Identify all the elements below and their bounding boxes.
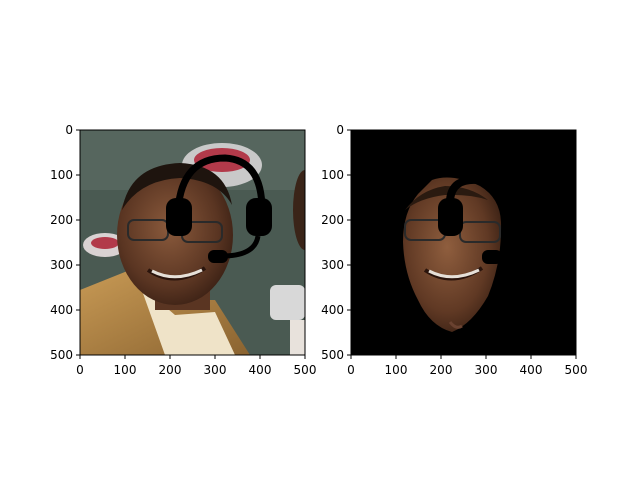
right-x-tick-label: 100: [385, 363, 408, 377]
segmented-face: [403, 177, 502, 332]
left-x-tick-label: 0: [76, 363, 84, 377]
right-axes-frame: [350, 129, 577, 356]
mask-earcup-left: [438, 198, 463, 236]
headset-band: [174, 154, 266, 211]
right-y-tick-label: 500: [321, 348, 344, 362]
left-x-tick-label: 200: [159, 363, 182, 377]
right-y-tick-label: 100: [321, 168, 344, 182]
left-photo: [80, 130, 305, 355]
right-y-tick-label: 200: [321, 213, 344, 227]
mask-band: [446, 175, 479, 201]
left-y-tick-label: 200: [50, 213, 73, 227]
left-x-tick-label: 500: [294, 363, 317, 377]
left-x-tick-label: 400: [249, 363, 272, 377]
left-y-tick-label: 0: [65, 123, 73, 137]
right-photo: [351, 130, 576, 355]
right-x-tick-label: 0: [347, 363, 355, 377]
headset-earcup-left: [166, 198, 192, 236]
left-y-tick-label: 300: [50, 258, 73, 272]
headset-mask: [438, 175, 502, 264]
right-y-tick-label: 400: [321, 303, 344, 317]
right-x-tick-label: 500: [565, 363, 588, 377]
right-y-tick-label: 0: [336, 123, 344, 137]
shirt-collar: [140, 285, 235, 355]
headset-mic: [208, 250, 228, 263]
right-y-tick-label: 300: [321, 258, 344, 272]
left-axes-frame: [79, 129, 306, 356]
right-x-tick-label: 300: [475, 363, 498, 377]
headset-earcup-right: [246, 198, 272, 236]
left-x-tick-label: 100: [114, 363, 137, 377]
right-x-tick-label: 200: [430, 363, 453, 377]
headset-overlay: [166, 154, 272, 263]
left-y-tick-label: 400: [50, 303, 73, 317]
left-x-tick-label: 300: [204, 363, 227, 377]
mask-mic: [482, 250, 502, 264]
right-x-tick-label: 400: [520, 363, 543, 377]
left-y-tick-label: 500: [50, 348, 73, 362]
left-y-tick-label: 100: [50, 168, 73, 182]
